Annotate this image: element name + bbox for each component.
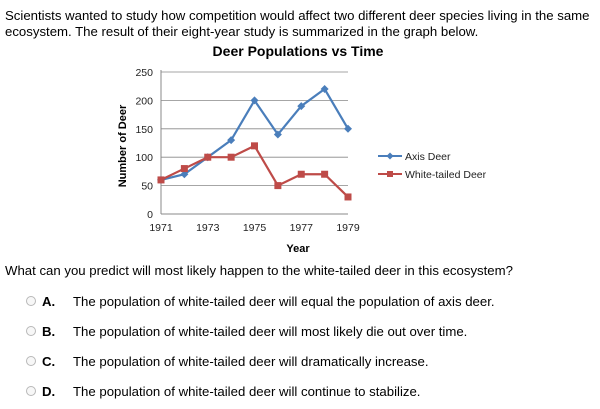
- legend-label: White-tailed Deer: [405, 169, 487, 181]
- choice-b[interactable]: B. The population of white-tailed deer w…: [26, 316, 596, 346]
- legend-swatch-marker: [386, 152, 394, 160]
- data-point: [274, 182, 282, 190]
- answer-choices: A. The population of white-tailed deer w…: [26, 286, 596, 406]
- y-tick-label: 250: [135, 67, 153, 79]
- chart-svg: Deer Populations vs Time 0 50 100 150 200 250 1…: [117, 43, 487, 255]
- choice-text: The population of white-tailed deer will…: [73, 353, 429, 369]
- choice-text: The population of white-tailed deer will…: [73, 293, 495, 309]
- y-tick-label: 50: [141, 181, 153, 193]
- radio-button-b[interactable]: [26, 326, 36, 336]
- y-tick-label: 0: [147, 209, 153, 221]
- data-point: [297, 102, 306, 111]
- choice-letter: D.: [42, 383, 56, 399]
- data-point: [227, 136, 236, 145]
- y-tick-label: 200: [135, 95, 153, 107]
- choice-d[interactable]: D. The population of white-tailed deer w…: [26, 376, 596, 406]
- legend-swatch-marker: [387, 171, 393, 177]
- data-point: [251, 142, 258, 150]
- x-tick-label: 1979: [336, 222, 360, 234]
- radio-button-d[interactable]: [26, 386, 36, 396]
- y-axis-label: Number of Deer: [117, 104, 129, 187]
- legend-label: Axis Deer: [405, 151, 451, 163]
- y-tick-label: 150: [135, 124, 153, 136]
- choice-letter: B.: [42, 323, 56, 339]
- choice-letter: C.: [42, 353, 56, 369]
- x-tick-label: 1977: [290, 222, 314, 234]
- data-point: [344, 124, 352, 133]
- x-tick-label: 1971: [149, 222, 173, 234]
- data-point: [250, 96, 259, 105]
- intro-text: Scientists wanted to study how competiti…: [5, 8, 590, 39]
- radio-button-a[interactable]: [26, 296, 36, 306]
- data-point: [321, 170, 329, 178]
- radio-button-c[interactable]: [26, 356, 36, 366]
- y-tick-label: 100: [135, 152, 153, 164]
- data-point: [180, 170, 189, 179]
- data-point: [320, 85, 329, 94]
- choice-c[interactable]: C. The population of white-tailed deer w…: [26, 346, 596, 376]
- data-point: [204, 153, 212, 161]
- data-point: [273, 130, 282, 139]
- data-point: [227, 153, 235, 161]
- chart-title: Deer Populations vs Time: [213, 43, 384, 59]
- question-text: What can you predict will most likely ha…: [5, 263, 513, 278]
- data-point: [344, 193, 352, 201]
- choice-text: The population of white-tailed deer will…: [73, 323, 468, 339]
- data-point: [157, 176, 165, 184]
- choice-letter: A.: [42, 293, 56, 309]
- data-point: [180, 165, 188, 173]
- choice-a[interactable]: A. The population of white-tailed deer w…: [26, 286, 596, 316]
- x-tick-label: 1975: [243, 222, 267, 234]
- data-point: [297, 170, 305, 178]
- x-tick-label: 1973: [196, 222, 220, 234]
- deer-population-chart: Deer Populations vs Time 0 50 100 150 200 250 1…: [0, 42, 600, 257]
- x-axis-label: Year: [286, 243, 310, 255]
- choice-text: The population of white-tailed deer will…: [73, 383, 421, 399]
